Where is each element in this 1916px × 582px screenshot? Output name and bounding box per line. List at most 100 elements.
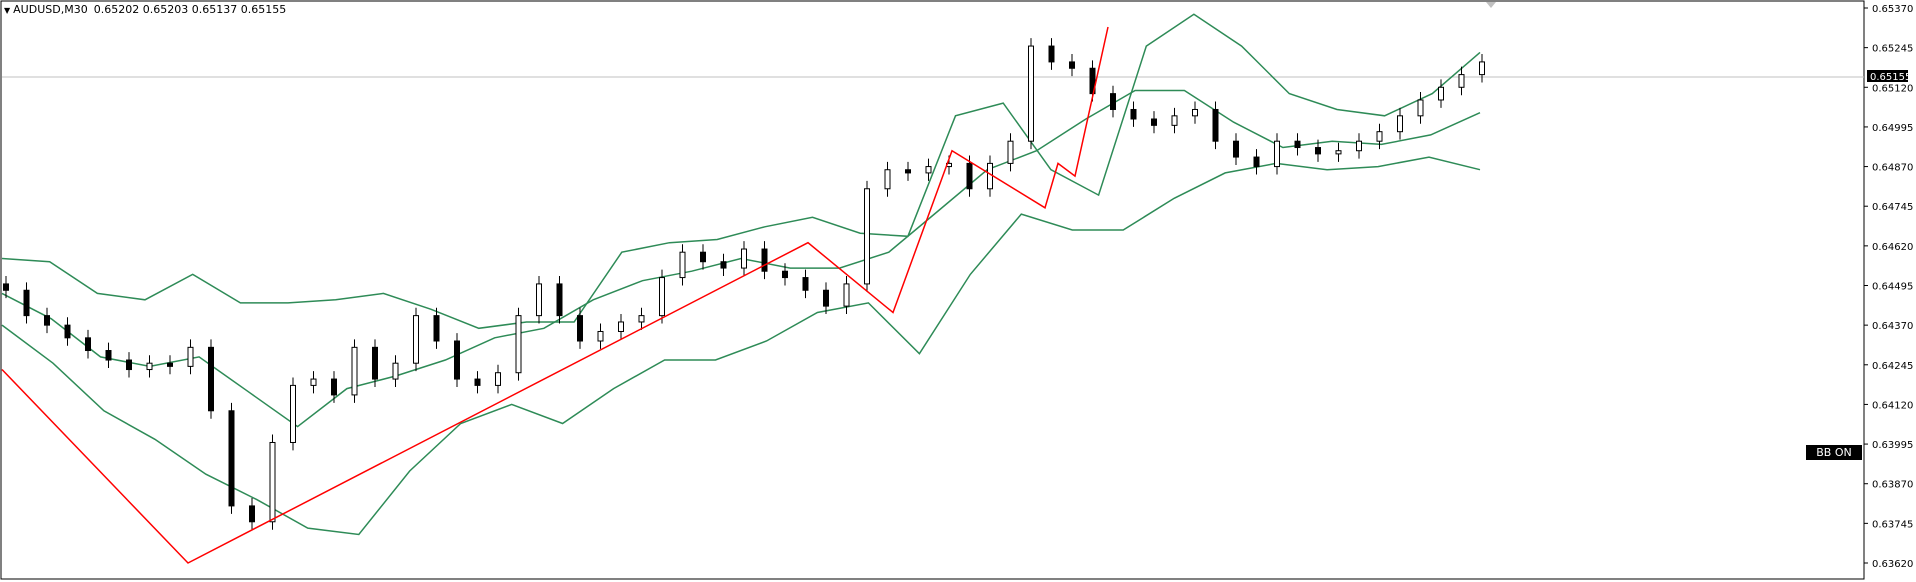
zigzag-indicator	[1, 26, 1109, 564]
current-price-marker: 0.65155	[1867, 70, 1911, 83]
price-axis: 0.65370 0.65245 0.65120 0.64995 0.64870 0.647…	[1864, 4, 1913, 570]
candle-body	[269, 441, 276, 523]
chart-frame	[0, 0, 1865, 580]
chart-header: ▼ AUDUSD,M30 0.65202 0.65203 0.65137 0.651…	[4, 3, 286, 16]
candle-body	[351, 346, 358, 396]
candle-body	[1069, 61, 1075, 69]
candle-body	[44, 315, 50, 326]
candle-body	[515, 315, 522, 374]
candle-body	[720, 261, 727, 269]
candle-body	[577, 315, 583, 342]
low-value: 0.65137	[191, 3, 238, 16]
candle-body	[187, 346, 194, 367]
y-tick-label: 0.64995	[1872, 123, 1913, 134]
candle-body	[679, 251, 686, 279]
y-tick-label: 0.65120	[1872, 83, 1913, 94]
candle-body	[905, 169, 911, 174]
y-tick-label: 0.64745	[1872, 202, 1913, 213]
candle-body	[618, 321, 624, 332]
y-tick-label: 0.63620	[1872, 559, 1913, 570]
bb-lower-line	[1, 156, 1481, 536]
candle-body	[536, 283, 542, 317]
zigzag-line	[1, 26, 1109, 564]
scroll-marker-icon	[1486, 2, 1496, 8]
candle-body	[1315, 147, 1321, 155]
y-tick-label: 0.64495	[1872, 282, 1913, 293]
candle-body	[290, 384, 296, 443]
y-tick-label: 0.64245	[1872, 361, 1913, 372]
candle-body	[1151, 118, 1157, 126]
candle-body	[310, 378, 317, 386]
candle-body	[1335, 150, 1342, 155]
candle-body	[638, 315, 645, 323]
candle-body	[1274, 140, 1280, 168]
candle-body	[843, 283, 850, 307]
candle-body	[597, 330, 604, 342]
candle-body	[1212, 108, 1219, 142]
candle-body	[884, 169, 891, 190]
candle-body	[392, 362, 399, 380]
candle-body	[1171, 115, 1178, 126]
candle-body	[433, 315, 440, 342]
candle-body	[1479, 61, 1485, 76]
candle-body	[1007, 140, 1014, 164]
candle-body	[1048, 45, 1055, 63]
y-tick-label: 0.63870	[1872, 480, 1913, 491]
candle-body	[659, 277, 665, 317]
candle-body	[372, 346, 378, 380]
current-price-text: 0.65155	[1870, 72, 1911, 83]
candle-body	[1294, 140, 1301, 149]
candle-body	[126, 359, 132, 371]
candle-body	[1376, 131, 1383, 142]
candle-body	[1397, 115, 1403, 133]
candle-body	[1028, 45, 1034, 142]
candle-body	[864, 188, 870, 285]
y-tick-label: 0.63995	[1872, 440, 1913, 451]
y-tick-label: 0.64870	[1872, 163, 1913, 174]
candle-body	[761, 248, 768, 272]
candlesticks	[3, 38, 1485, 530]
candle-body	[802, 277, 809, 291]
candle-body	[1253, 156, 1260, 168]
candle-body	[782, 270, 788, 279]
candle-body	[1438, 86, 1444, 101]
candle-body	[208, 346, 214, 412]
candle-body	[413, 315, 419, 364]
candle-body	[556, 283, 563, 317]
candle-body	[966, 162, 973, 190]
y-tick-label: 0.64120	[1872, 400, 1913, 411]
candle-body	[146, 362, 153, 371]
candle-body	[1356, 140, 1362, 152]
candle-body	[64, 324, 71, 339]
candle-body	[1233, 140, 1239, 158]
candle-body	[167, 362, 173, 367]
candle-body	[23, 289, 30, 317]
candle-body	[1458, 74, 1465, 88]
y-tick-label: 0.64620	[1872, 242, 1913, 253]
candle-body	[741, 248, 747, 269]
candle-body	[700, 251, 706, 263]
close-value: 0.65155	[240, 3, 287, 16]
candle-body	[925, 166, 932, 174]
candle-body	[823, 289, 829, 307]
bollinger-bands	[1, 13, 1481, 536]
candle-body	[1110, 93, 1116, 110]
bb-status-badge[interactable]: BB ON	[1806, 445, 1862, 460]
candle-body	[454, 340, 460, 380]
candle-body	[331, 378, 337, 396]
dropdown-triangle-icon[interactable]: ▼	[4, 6, 11, 15]
y-tick-label: 0.64370	[1872, 321, 1913, 332]
candle-body	[1192, 108, 1198, 117]
candle-body	[3, 283, 9, 291]
candle-body	[228, 410, 235, 507]
y-tick-label: 0.63745	[1872, 519, 1913, 530]
candle-body	[85, 337, 91, 352]
open-value: 0.65202	[93, 3, 140, 16]
candle-body	[105, 350, 112, 361]
y-tick-label: 0.65245	[1872, 44, 1913, 55]
high-value: 0.65203	[142, 3, 189, 16]
bb-upper-line	[1, 13, 1481, 330]
candle-body	[495, 372, 501, 386]
candle-body	[987, 162, 993, 190]
